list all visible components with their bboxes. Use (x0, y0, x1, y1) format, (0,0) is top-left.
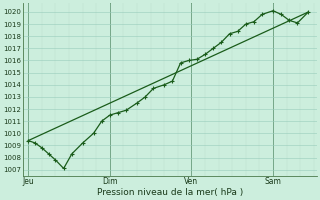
X-axis label: Pression niveau de la mer( hPa ): Pression niveau de la mer( hPa ) (97, 188, 243, 197)
